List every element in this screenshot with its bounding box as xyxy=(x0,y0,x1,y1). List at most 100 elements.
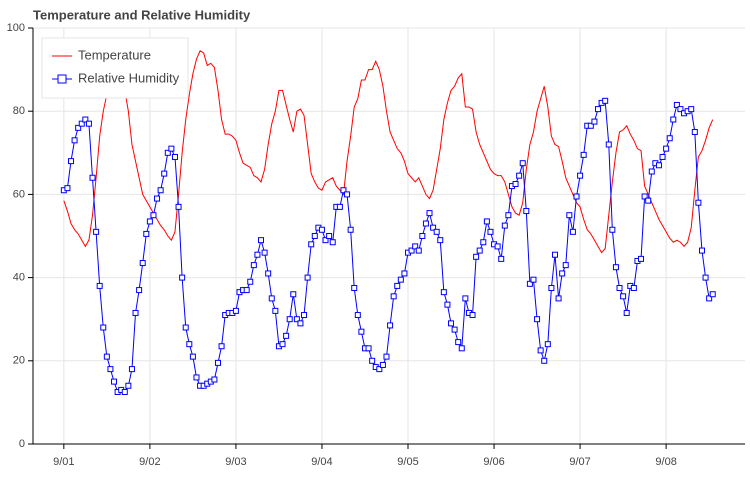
marker xyxy=(68,158,75,165)
marker xyxy=(433,228,440,235)
marker xyxy=(85,120,92,127)
marker xyxy=(612,264,619,271)
marker xyxy=(512,181,519,187)
marker xyxy=(154,195,161,202)
marker xyxy=(146,218,153,225)
marker xyxy=(394,282,401,289)
marker xyxy=(168,145,175,152)
marker xyxy=(82,116,89,123)
marker xyxy=(648,168,655,175)
marker xyxy=(268,295,275,302)
y-tick-label: 20 xyxy=(13,355,25,367)
marker xyxy=(698,247,705,254)
marker xyxy=(75,124,82,131)
marker xyxy=(605,141,612,148)
marker xyxy=(136,287,143,294)
marker xyxy=(290,291,297,298)
marker xyxy=(351,285,358,291)
marker xyxy=(283,332,290,339)
marker xyxy=(143,230,150,237)
marker xyxy=(326,233,333,239)
marker xyxy=(354,312,361,319)
marker xyxy=(347,226,354,233)
marker xyxy=(494,243,501,250)
marker xyxy=(304,274,311,281)
marker xyxy=(150,212,157,219)
marker xyxy=(480,239,487,246)
marker xyxy=(175,203,182,210)
marker xyxy=(573,193,580,200)
marker xyxy=(430,224,437,231)
marker xyxy=(261,249,268,256)
marker xyxy=(530,276,537,283)
marker xyxy=(93,228,100,235)
marker xyxy=(440,289,447,296)
marker xyxy=(171,153,178,160)
marker xyxy=(473,253,480,260)
marker xyxy=(103,353,110,360)
marker xyxy=(638,255,645,262)
marker xyxy=(537,347,544,354)
x-tick-label: 9/02 xyxy=(139,456,160,468)
marker xyxy=(329,239,336,246)
marker xyxy=(408,247,415,254)
marker xyxy=(415,247,422,254)
marker xyxy=(247,278,254,285)
marker xyxy=(128,366,135,373)
marker xyxy=(132,309,139,316)
marker xyxy=(232,307,239,314)
marker xyxy=(501,222,508,229)
marker xyxy=(655,162,662,169)
marker xyxy=(569,228,576,235)
marker xyxy=(179,274,186,281)
marker xyxy=(437,237,444,244)
marker xyxy=(265,270,272,277)
y-tick-label: 100 xyxy=(7,22,25,34)
marker xyxy=(139,260,146,267)
marker xyxy=(541,357,548,364)
marker xyxy=(279,341,286,348)
marker xyxy=(444,301,451,308)
marker xyxy=(243,287,250,294)
marker xyxy=(369,357,376,364)
marker xyxy=(111,378,118,385)
marker xyxy=(193,374,200,381)
marker xyxy=(286,316,293,323)
marker xyxy=(358,328,365,335)
marker xyxy=(659,153,666,160)
marker xyxy=(673,101,680,108)
marker xyxy=(301,312,308,319)
marker xyxy=(455,339,462,346)
marker xyxy=(544,341,551,348)
x-tick-label: 9/05 xyxy=(397,456,418,468)
marker xyxy=(390,293,397,300)
marker xyxy=(379,361,386,368)
x-tick-label: 9/01 xyxy=(53,456,74,468)
marker xyxy=(211,376,218,383)
marker xyxy=(688,106,695,113)
marker xyxy=(448,320,455,327)
marker xyxy=(559,270,566,277)
marker xyxy=(258,237,265,244)
marker xyxy=(322,237,329,244)
marker xyxy=(387,322,394,329)
marker xyxy=(419,233,426,239)
marker xyxy=(311,233,318,239)
marker xyxy=(519,160,526,167)
series-line xyxy=(63,50,714,254)
marker xyxy=(293,316,300,323)
marker xyxy=(397,276,404,283)
marker xyxy=(89,174,96,181)
marker xyxy=(702,274,709,281)
x-tick-label: 9/08 xyxy=(655,456,676,468)
marker xyxy=(483,218,490,225)
marker xyxy=(616,285,623,291)
marker xyxy=(344,191,351,198)
marker xyxy=(218,343,225,350)
marker xyxy=(498,255,505,262)
marker xyxy=(602,97,609,104)
marker xyxy=(297,320,304,327)
legend-label: Temperature xyxy=(78,47,151,62)
series-line xyxy=(63,99,714,393)
